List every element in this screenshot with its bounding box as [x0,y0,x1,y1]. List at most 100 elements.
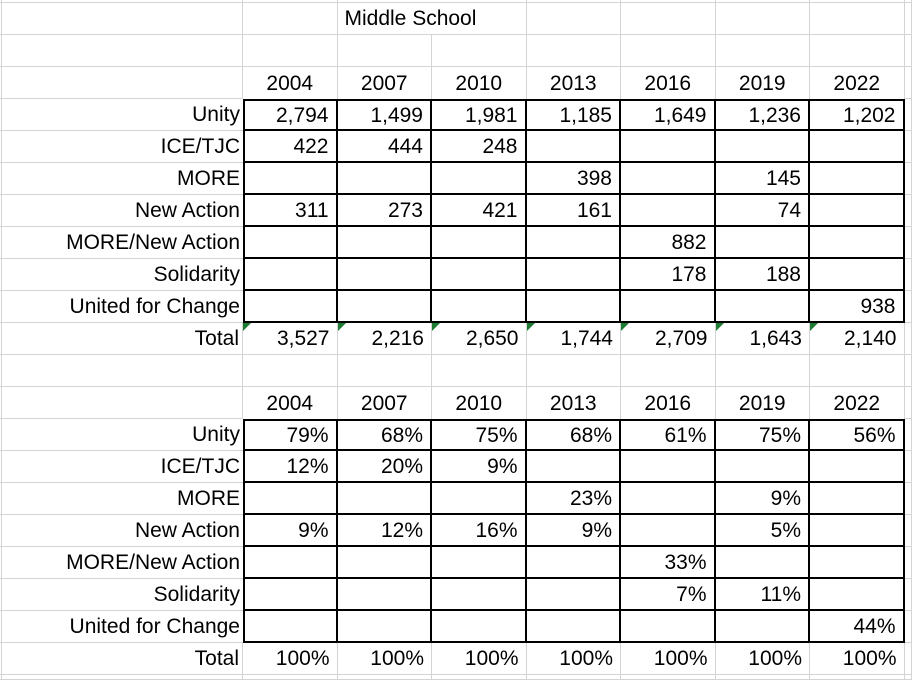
total-row-label[interactable]: Total [2,643,243,675]
total-cell[interactable]: 100% [337,643,432,675]
data-cell[interactable] [337,611,432,643]
data-cell[interactable] [526,579,621,611]
row-label[interactable]: MORE [2,163,243,195]
empty-label-cell[interactable] [2,67,243,99]
data-cell[interactable] [432,259,527,291]
data-cell[interactable] [432,611,527,643]
data-cell[interactable] [810,515,905,547]
data-cell[interactable] [243,547,338,579]
empty-cell[interactable] [715,0,810,3]
year-header[interactable]: 2010 [432,387,527,419]
total-cell[interactable]: 2,216 [337,323,432,355]
total-cell[interactable]: 3,527 [243,323,338,355]
data-cell[interactable] [243,579,338,611]
data-cell[interactable]: 161 [526,195,621,227]
data-cell[interactable] [432,547,527,579]
empty-label-cell[interactable] [2,0,243,3]
row-label[interactable]: New Action [2,195,243,227]
empty-cell[interactable] [810,35,905,67]
data-cell[interactable]: 1,236 [715,99,810,131]
data-cell[interactable] [432,579,527,611]
data-cell[interactable]: 178 [621,259,716,291]
data-cell[interactable] [621,515,716,547]
data-cell[interactable] [526,611,621,643]
empty-label-cell[interactable] [2,675,243,680]
year-header[interactable]: 2004 [243,387,338,419]
empty-cell[interactable] [243,355,338,387]
data-cell[interactable]: 9% [243,515,338,547]
data-cell[interactable]: 7% [621,579,716,611]
sheet-title[interactable]: Middle School [337,3,527,35]
row-label[interactable]: Solidarity [2,259,243,291]
row-label[interactable]: MORE [2,483,243,515]
data-cell[interactable]: 44% [810,611,905,643]
row-label[interactable]: MORE/New Action [2,227,243,259]
total-cell[interactable]: 100% [432,643,527,675]
data-cell[interactable] [337,227,432,259]
data-cell[interactable] [526,291,621,323]
data-cell[interactable]: 421 [432,195,527,227]
data-cell[interactable]: 5% [715,515,810,547]
data-cell[interactable] [715,227,810,259]
data-cell[interactable] [526,259,621,291]
data-cell[interactable]: 1,185 [526,99,621,131]
empty-cell[interactable] [337,355,432,387]
total-cell[interactable]: 1,643 [715,323,810,355]
year-header[interactable]: 2004 [243,67,338,99]
total-cell[interactable]: 1,744 [526,323,621,355]
empty-cell[interactable] [526,3,621,35]
data-cell[interactable]: 422 [243,131,338,163]
data-cell[interactable]: 9% [432,451,527,483]
row-label[interactable]: ICE/TJC [2,451,243,483]
data-cell[interactable] [337,163,432,195]
empty-cell[interactable] [810,0,905,3]
data-cell[interactable] [243,611,338,643]
empty-cell[interactable] [243,0,338,3]
data-cell[interactable] [243,227,338,259]
data-cell[interactable]: 188 [715,259,810,291]
data-cell[interactable] [621,195,716,227]
data-cell[interactable]: 444 [337,131,432,163]
total-cell[interactable]: 100% [715,643,810,675]
empty-cell[interactable] [621,675,716,680]
total-cell[interactable]: 2,650 [432,323,527,355]
data-cell[interactable] [432,483,527,515]
data-cell[interactable]: 33% [621,547,716,579]
data-cell[interactable] [810,195,905,227]
empty-cell[interactable] [432,675,527,680]
empty-cell[interactable] [621,35,716,67]
empty-cell[interactable] [432,35,527,67]
empty-label-cell[interactable] [2,355,243,387]
data-cell[interactable]: 79% [243,419,338,451]
data-cell[interactable]: 68% [337,419,432,451]
data-cell[interactable]: 12% [337,515,432,547]
data-cell[interactable] [243,483,338,515]
data-cell[interactable] [243,259,338,291]
year-header[interactable]: 2013 [527,67,621,99]
empty-cell[interactable] [526,35,621,67]
data-cell[interactable] [621,451,716,483]
data-cell[interactable] [337,259,432,291]
empty-cell[interactable] [621,0,716,3]
data-cell[interactable]: 145 [715,163,810,195]
year-header[interactable]: 2013 [527,387,621,419]
data-cell[interactable]: 311 [243,195,338,227]
total-cell[interactable]: 2,709 [621,323,716,355]
empty-cell[interactable] [337,35,432,67]
data-cell[interactable]: 273 [337,195,432,227]
row-label[interactable]: Unity [2,99,243,131]
total-cell[interactable]: 100% [810,643,905,675]
data-cell[interactable] [621,131,716,163]
row-label[interactable]: United for Change [2,611,243,643]
data-cell[interactable] [810,451,905,483]
empty-cell[interactable] [243,675,338,680]
data-cell[interactable] [715,131,810,163]
empty-cell[interactable] [526,355,621,387]
data-cell[interactable] [337,483,432,515]
data-cell[interactable] [810,259,905,291]
data-cell[interactable]: 9% [526,515,621,547]
data-cell[interactable] [621,483,716,515]
data-cell[interactable]: 11% [715,579,810,611]
data-cell[interactable]: 56% [810,419,905,451]
data-cell[interactable] [432,227,527,259]
